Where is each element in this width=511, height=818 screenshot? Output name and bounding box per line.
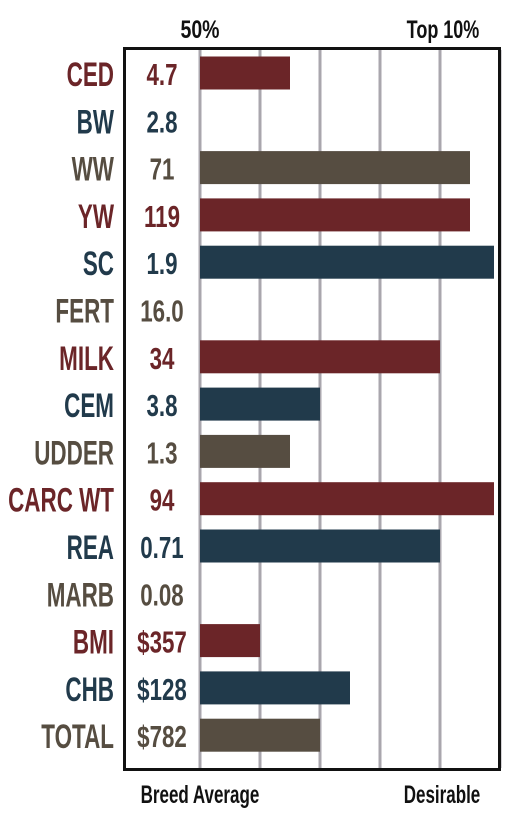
epd-value: 4.7 <box>146 57 177 91</box>
trait-label: CED <box>67 56 114 94</box>
epd-value: $128 <box>137 672 187 706</box>
trait-label: CARC WT <box>8 482 114 520</box>
trait-label: CEM <box>64 388 114 426</box>
trait-label: SC <box>83 246 114 284</box>
trait-label: BW <box>77 104 115 142</box>
bar-yw <box>200 198 470 232</box>
bar-chb <box>200 671 350 705</box>
top-label-top10: Top 10% <box>407 15 480 44</box>
trait-label: TOTAL <box>41 719 114 757</box>
bar-rea <box>200 529 440 563</box>
epd-value: 1.3 <box>146 436 177 470</box>
epd-value: 3.8 <box>146 389 177 423</box>
epd-value: 1.9 <box>146 247 177 281</box>
bar-cem <box>200 387 320 421</box>
bar-total <box>200 718 320 752</box>
epd-value: 2.8 <box>146 105 177 139</box>
trait-label: BMI <box>73 624 114 662</box>
top-label-50: 50% <box>180 16 219 44</box>
bar-ced <box>200 56 290 90</box>
epd-value: 34 <box>150 341 175 375</box>
epd-value: $357 <box>137 625 187 659</box>
epd-value: 71 <box>150 152 175 186</box>
trait-label: FERT <box>55 293 114 331</box>
trait-label: MARB <box>47 577 114 615</box>
bottom-label-desirable: Desirable <box>404 781 481 809</box>
epd-value: 16.0 <box>140 294 183 328</box>
chart-frame <box>123 47 501 771</box>
bottom-label-breed-average: Breed Average <box>141 781 260 809</box>
bar-carc-wt <box>200 482 494 516</box>
bar-ww <box>200 151 470 185</box>
epd-value: $782 <box>137 720 187 754</box>
trait-label: YW <box>78 198 115 236</box>
epd-value: 94 <box>150 483 175 517</box>
trait-label: WW <box>72 151 115 189</box>
trait-label: REA <box>67 529 115 567</box>
trait-label: MILK <box>59 340 114 378</box>
trait-label: CHB <box>65 671 114 709</box>
epd-value: 119 <box>144 199 180 233</box>
bar-sc <box>200 245 494 279</box>
epd-value: 0.71 <box>140 530 183 564</box>
bar-bmi <box>200 624 260 658</box>
epd-value: 0.08 <box>140 578 183 612</box>
labels: CED 4.7 BW 2.8 WW 71 YW 119 SC 1.9 FERT 16.0 MILK 34 C… <box>8 56 187 756</box>
trait-label: UDDER <box>34 435 114 473</box>
bar-milk <box>200 340 440 374</box>
bars <box>200 56 494 752</box>
bar-udder <box>200 434 290 468</box>
